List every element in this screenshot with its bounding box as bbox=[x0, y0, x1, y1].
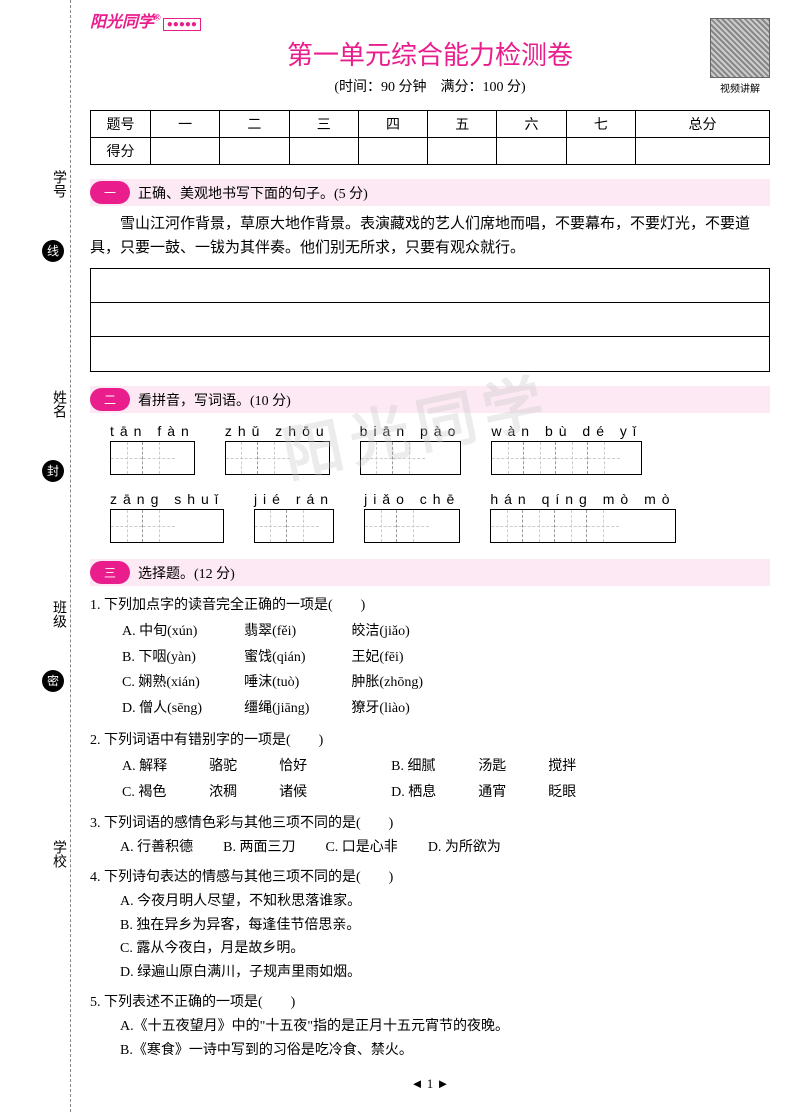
pinyin-grid: tān fàn zhǔ zhōu biān pào wàn bù dé yǐ zāng… bbox=[90, 423, 770, 543]
side-circ-feng: 封 bbox=[42, 460, 64, 482]
section-1-header: 一 正确、美观地书写下面的句子。(5 分) bbox=[90, 179, 770, 206]
side-circ-mi: 密 bbox=[42, 670, 64, 692]
qr-block: 视频讲解 bbox=[710, 18, 770, 95]
pinyin-item[interactable]: jiǎo chē bbox=[364, 491, 460, 543]
side-label-xingming: 姓名 bbox=[48, 390, 68, 418]
section-2-num: 二 bbox=[90, 388, 130, 411]
side-labels: 学号 线 姓名 封 班级 密 学校 bbox=[30, 0, 80, 1112]
side-circ-xian: 线 bbox=[42, 240, 64, 262]
q4-options: A. 今夜月明人尽望，不知秋思落谁家。B. 独在异乡为异客，每逢佳节倍思亲。C.… bbox=[90, 890, 770, 985]
score-table: 题号 一二三四五六七总分 得分 bbox=[90, 110, 770, 165]
score-value-row: 得分 bbox=[91, 138, 770, 165]
qr-code-icon bbox=[710, 18, 770, 78]
q5-options: A.《十五夜望月》中的"十五夜"指的是正月十五元宵节的夜晚。B.《寒食》一诗中写… bbox=[90, 1015, 770, 1063]
side-label-xuexiao: 学校 bbox=[48, 840, 68, 868]
pinyin-item[interactable]: jié rán bbox=[254, 491, 334, 543]
section-2: 二 看拼音，写词语。(10 分) tān fàn zhǔ zhōu biān pào… bbox=[90, 386, 770, 543]
section-3-num: 三 bbox=[90, 561, 130, 584]
side-label-xuehao: 学号 bbox=[48, 170, 68, 198]
pinyin-item[interactable]: hán qíng mò mò bbox=[490, 491, 675, 543]
q2-options: A. 解释骆驼恰好B. 细腻汤匙搅拌C. 褐色浓稠诸候D. 栖息通宵眨眼 bbox=[90, 753, 618, 807]
pinyin-item[interactable]: tān fàn bbox=[110, 423, 195, 475]
q3-options: A. 行善积德B. 两面三刀C. 口是心非D. 为所欲为 bbox=[90, 836, 770, 860]
brand-logo: 阳光同学®●●●●● bbox=[90, 8, 201, 32]
q1-options: A. 中旬(xún)翡翠(fěi)皎洁(jiǎo)B. 下咽(yàn)蜜饯(qi… bbox=[90, 618, 465, 723]
section-1-num: 一 bbox=[90, 181, 130, 204]
page-title: 第一单元综合能力检测卷 bbox=[90, 35, 770, 72]
qr-label: 视频讲解 bbox=[710, 80, 770, 95]
question-3: 3. 下列词语的感情色彩与其他三项不同的是( ) A. 行善积德B. 两面三刀C… bbox=[90, 812, 770, 860]
writing-box[interactable] bbox=[90, 268, 770, 372]
section-1-passage: 雪山江河作背景，草原大地作背景。表演藏戏的艺人们席地而唱，不要幕布，不要灯光，不… bbox=[90, 212, 770, 260]
section-3: 三 选择题。(12 分) 1. 下列加点字的读音完全正确的一项是( ) A. 中… bbox=[90, 559, 770, 1062]
pinyin-item[interactable]: wàn bù dé yǐ bbox=[491, 423, 642, 475]
pinyin-item[interactable]: zāng shuǐ bbox=[110, 491, 224, 543]
score-header-row: 题号 一二三四五六七总分 bbox=[91, 111, 770, 138]
side-label-banji: 班级 bbox=[48, 600, 68, 628]
pinyin-item[interactable]: zhǔ zhōu bbox=[225, 423, 330, 475]
question-2: 2. 下列词语中有错别字的一项是( ) A. 解释骆驼恰好B. 细腻汤匙搅拌C.… bbox=[90, 729, 770, 806]
question-4: 4. 下列诗句表达的情感与其他三项不同的是( ) A. 今夜月明人尽望，不知秋思… bbox=[90, 866, 770, 985]
question-1: 1. 下列加点字的读音完全正确的一项是( ) A. 中旬(xún)翡翠(fěi)… bbox=[90, 594, 770, 723]
page-number: ◄ 1 ► bbox=[90, 1076, 770, 1092]
section-1: 一 正确、美观地书写下面的句子。(5 分) 雪山江河作背景，草原大地作背景。表演… bbox=[90, 179, 770, 372]
question-5: 5. 下列表述不正确的一项是( ) A.《十五夜望月》中的"十五夜"指的是正月十… bbox=[90, 991, 770, 1062]
page-subtitle: (时间：90 分钟 满分：100 分) bbox=[90, 76, 770, 96]
pinyin-item[interactable]: biān pào bbox=[360, 423, 462, 475]
section-2-header: 二 看拼音，写词语。(10 分) bbox=[90, 386, 770, 413]
section-3-header: 三 选择题。(12 分) bbox=[90, 559, 770, 586]
